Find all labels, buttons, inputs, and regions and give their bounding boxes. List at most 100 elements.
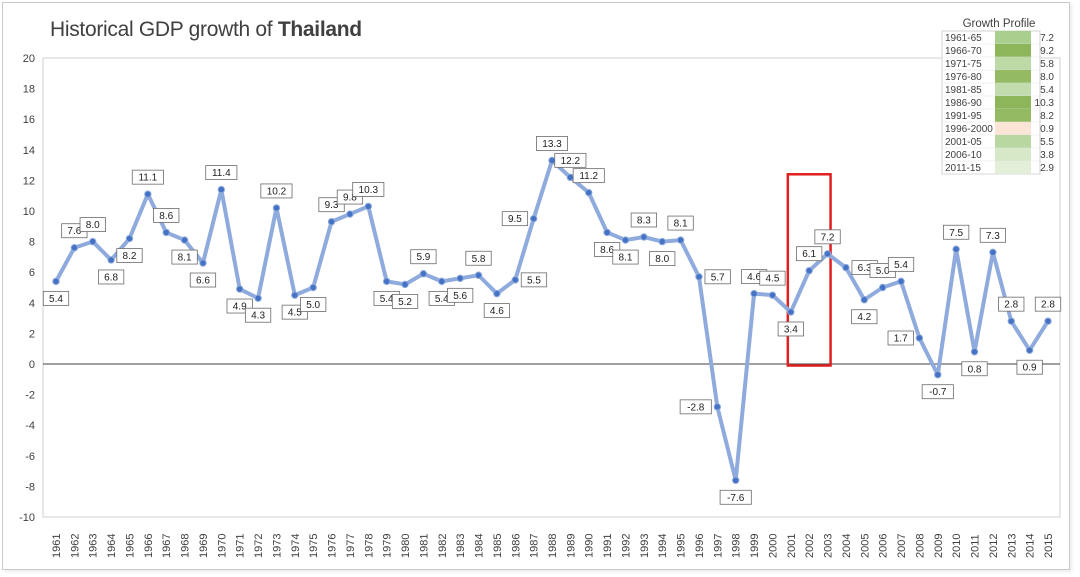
data-label: 5.5: [527, 275, 541, 286]
profile-period: 1986-90: [945, 98, 982, 109]
data-point: [180, 236, 189, 244]
x-tick-label: 2004: [841, 534, 853, 558]
highlight-box: [786, 173, 832, 367]
x-tick-label: 1987: [529, 534, 541, 558]
data-label: 7.3: [986, 231, 1000, 242]
data-label-box: [979, 227, 1006, 243]
data-label: 7.5: [949, 228, 963, 239]
data-point: [199, 259, 207, 267]
data-label: 2.8: [1004, 300, 1018, 311]
x-tick-label: 2013: [1006, 534, 1018, 558]
profile-bar: [995, 109, 1031, 122]
data-label: 5.0: [306, 300, 320, 311]
data-label: 5.0: [876, 266, 890, 277]
data-label: 9.8: [343, 193, 357, 204]
data-point: [548, 156, 556, 165]
y-tick-label: 18: [23, 84, 35, 96]
data-label: 12.2: [561, 156, 581, 167]
x-tick-label: 1969: [198, 534, 210, 558]
profile-value: 8.2: [1040, 111, 1054, 122]
data-point: [144, 190, 152, 198]
growth-profile-table: Growth Profile 1961-65 7.2 1966-70 9.2 1971-7…: [941, 18, 1055, 175]
data-point: [897, 277, 905, 286]
x-tick-label: 1973: [271, 534, 283, 558]
data-label: 6.6: [196, 276, 210, 287]
data-point: [713, 403, 722, 411]
x-tick-label: 1996: [694, 534, 706, 558]
data-point: [401, 280, 409, 289]
data-label-box: [98, 269, 125, 285]
data-point: [603, 228, 611, 237]
x-tick-label: 1989: [565, 534, 577, 558]
x-tick-label: 2002: [804, 534, 816, 558]
data-label-box: [921, 384, 954, 400]
data-label-box: [961, 361, 988, 377]
data-label: -0.7: [929, 387, 947, 398]
data-point: [878, 283, 887, 292]
profile-value: 2.9: [1040, 163, 1054, 174]
x-tick-label: 1988: [547, 534, 559, 558]
data-label: 10.3: [359, 185, 379, 196]
x-tick-label: 2014: [1025, 534, 1037, 558]
data-label: 5.4: [435, 294, 449, 305]
data-label: 8.0: [655, 254, 669, 265]
data-point: [585, 188, 593, 197]
y-tick-label: -8: [25, 481, 35, 493]
data-point: [89, 237, 97, 246]
profile-value: 10.3: [1035, 98, 1055, 109]
y-tick-label: -2: [25, 390, 35, 402]
x-tick-label: 1995: [676, 534, 688, 558]
data-point: [162, 228, 170, 237]
data-point: [621, 236, 630, 244]
data-label: 8.1: [178, 253, 192, 264]
data-label-box: [998, 296, 1025, 312]
data-label: 4.3: [251, 311, 265, 322]
data-label-box: [851, 309, 878, 325]
data-point: [566, 173, 575, 182]
data-label: 7.6: [67, 226, 81, 237]
data-point: [125, 234, 134, 243]
data-point: [640, 233, 648, 241]
data-point: [217, 185, 226, 194]
data-label: 5.8: [472, 254, 486, 265]
profile-period: 2001-05: [945, 137, 982, 148]
y-tick-label: 10: [23, 206, 35, 218]
data-label-box: [131, 169, 164, 185]
data-label-box: [536, 136, 569, 151]
data-points: [52, 156, 1052, 484]
x-tick-label: 1967: [161, 534, 173, 558]
x-tick-label: 1979: [382, 534, 394, 558]
x-tick-label: 1993: [639, 534, 651, 558]
data-label-box: [1016, 359, 1043, 375]
x-tick-label: 2010: [951, 534, 963, 558]
x-tick-label: 2012: [988, 534, 1000, 558]
profile-bar: [995, 83, 1031, 96]
data-point: [364, 202, 372, 211]
data-label-box: [410, 249, 437, 265]
data-label-box: [79, 217, 106, 233]
data-point: [419, 270, 428, 278]
x-tick-label: 1976: [327, 534, 339, 558]
data-labels: 5.4 7.6 8.0 6.8 8.2 11.1 8.6 8.1 6.6 11.4 4.9 4.3 10…: [42, 136, 1062, 505]
x-tick-label: 1965: [124, 534, 136, 558]
y-tick-label: 6: [29, 267, 35, 279]
data-label: 9.5: [508, 214, 522, 225]
data-label-box: [759, 270, 786, 286]
x-tick-label: 1978: [363, 534, 375, 558]
data-point: [254, 294, 262, 302]
data-point: [52, 277, 60, 286]
data-point: [346, 210, 354, 218]
x-tick-label: 1971: [235, 534, 247, 558]
x-tick-label: 2009: [933, 534, 945, 558]
data-label: 2.8: [1041, 300, 1055, 311]
data-label-box: [704, 269, 731, 285]
data-label: 8.1: [619, 253, 633, 264]
profile-period: 1996-2000: [945, 124, 993, 135]
profile-title: Growth Profile: [963, 18, 1036, 30]
data-label: 10.2: [267, 186, 287, 197]
x-tick-label: 1966: [143, 534, 155, 558]
data-label: 5.4: [894, 260, 908, 271]
data-label: 4.6: [747, 272, 761, 283]
data-label: 5.7: [711, 272, 725, 283]
data-point: [493, 289, 501, 298]
